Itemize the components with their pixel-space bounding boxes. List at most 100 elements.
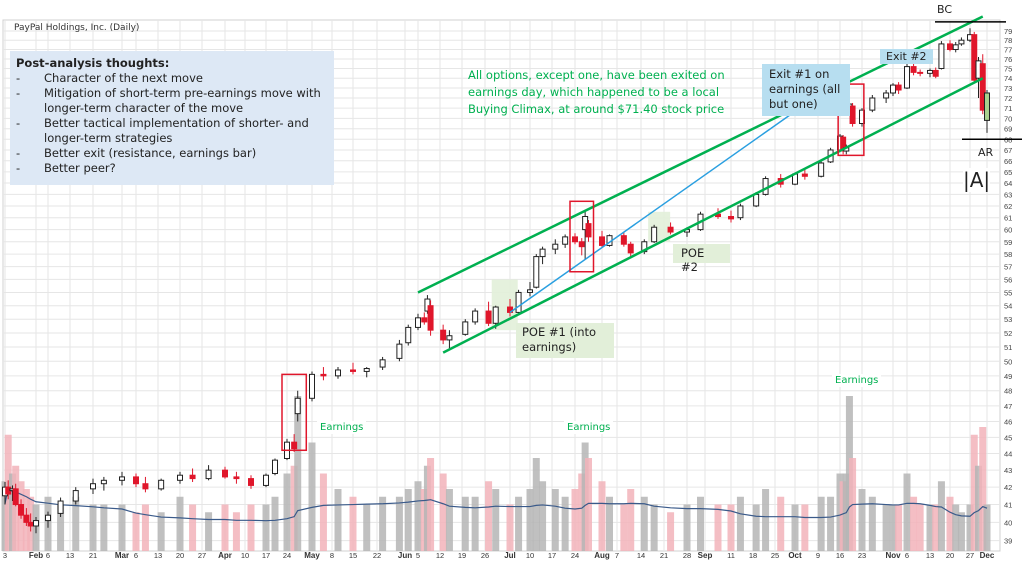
y-tick-label: 51 [1004, 343, 1012, 352]
candle-body [552, 243, 559, 250]
volume-bar [970, 434, 978, 551]
y-tick-label: 40 [1004, 518, 1012, 527]
volume-bar [247, 504, 255, 551]
x-tick-label: 13 [154, 551, 162, 560]
candle-body [23, 514, 30, 523]
x-tick-label: 28 [683, 551, 691, 560]
note-item: - Better tactical implementation of short… [16, 116, 309, 145]
candle-body [585, 223, 592, 238]
candle-body [533, 256, 540, 288]
candle-body [527, 289, 533, 293]
volume-bar [858, 489, 866, 551]
poe-2-label: POE #2 [673, 244, 730, 274]
y-tick-label: 78 [1004, 36, 1012, 45]
y-tick-label: 44 [1004, 450, 1012, 459]
note-item: - Better exit (resistance, earnings bar) [16, 146, 257, 160]
candle-body [801, 173, 808, 177]
candle-body [485, 310, 492, 324]
volume-bar [471, 496, 479, 551]
volume-bar [983, 504, 991, 551]
candle-body [651, 226, 658, 243]
volume-bar [461, 496, 469, 551]
candle-body [472, 310, 479, 323]
y-tick-label: 66 [1004, 157, 1012, 166]
y-tick-label: 71 [1004, 104, 1012, 113]
y-tick-label: 56 [1004, 275, 1012, 284]
x-tick-label: 17 [262, 551, 270, 560]
y-tick-label: 52 [1004, 329, 1012, 338]
candle-body [379, 359, 386, 368]
x-tick-label: 22 [373, 551, 381, 560]
y-tick-label: 72 [1004, 94, 1012, 103]
x-tick-label: Mar [115, 551, 129, 560]
x-tick-label: Feb [29, 551, 43, 560]
candle-body [562, 236, 569, 245]
volume-bar [620, 504, 628, 551]
x-tick-label: 6 [905, 551, 909, 560]
note-item: - Better peer? [16, 161, 116, 175]
trend-channel-line [442, 77, 984, 354]
earnings-label: Earnings [317, 421, 367, 434]
exit-2-label: Exit #2 [880, 49, 933, 64]
volume-bar [903, 473, 911, 551]
candle-body [515, 291, 522, 313]
y-tick-label: 70 [1004, 114, 1012, 123]
x-tick-label: Dec [980, 551, 995, 560]
candle-body [72, 490, 79, 502]
x-tick-label: 10 [526, 551, 534, 560]
volume-bar [506, 504, 514, 551]
y-tick-label: 65 [1004, 168, 1012, 177]
candle-body [335, 369, 341, 377]
volume-bar [439, 473, 447, 551]
x-tick-label: 27 [198, 551, 206, 560]
volume-bar [492, 489, 500, 551]
chart-title: PayPal Holdings, Inc. (Daily) [14, 23, 140, 33]
volume-bar [132, 512, 140, 551]
volume-bar [946, 496, 954, 551]
volume-bar [889, 504, 897, 551]
candle-body [979, 63, 986, 111]
volume-bar [827, 496, 835, 551]
volume-bar [334, 489, 342, 551]
candle-body [984, 92, 990, 121]
candle-body [932, 69, 939, 77]
volume-bar [205, 512, 213, 551]
candle-body [737, 205, 744, 219]
candle-body [396, 343, 403, 359]
x-tick-label: 23 [858, 551, 866, 560]
candle-body [572, 236, 578, 243]
x-tick-label: 10 [241, 551, 249, 560]
volume-bar [817, 496, 825, 551]
exit-1-label: Exit #1 on earnings (all but one) [762, 64, 850, 116]
candle-body [57, 500, 64, 514]
candle-body [440, 329, 447, 341]
candle-body [917, 71, 924, 74]
y-tick-label: 41 [1004, 501, 1012, 510]
candle-body [415, 317, 421, 328]
x-tick-label: Apr [218, 551, 232, 560]
candle-body [818, 162, 825, 177]
x-tick-label: 26 [481, 551, 489, 560]
y-tick-label: 49 [1004, 372, 1012, 381]
candle-body [667, 226, 674, 233]
y-tick-label: 58 [1004, 250, 1012, 259]
volume-bar [777, 496, 785, 551]
candle-body [952, 44, 959, 51]
volume-bar [319, 473, 327, 551]
candle-body [895, 84, 902, 91]
volume-bar [349, 496, 357, 551]
x-tick-label: 3 [3, 551, 7, 560]
candle-body [627, 243, 634, 254]
candle-body [27, 521, 34, 527]
bc-label: BC [937, 3, 953, 16]
volume-bar [895, 504, 903, 551]
volume-bar [571, 489, 579, 551]
volume-bar [72, 496, 80, 551]
x-tick-label: Jul [504, 551, 516, 560]
y-tick-label: 57 [1004, 263, 1012, 272]
candle-body [320, 373, 327, 377]
earnings-box [837, 83, 865, 157]
x-tick-label: 25 [771, 551, 779, 560]
volume-bar [650, 504, 658, 551]
x-tick-label: 18 [749, 551, 757, 560]
